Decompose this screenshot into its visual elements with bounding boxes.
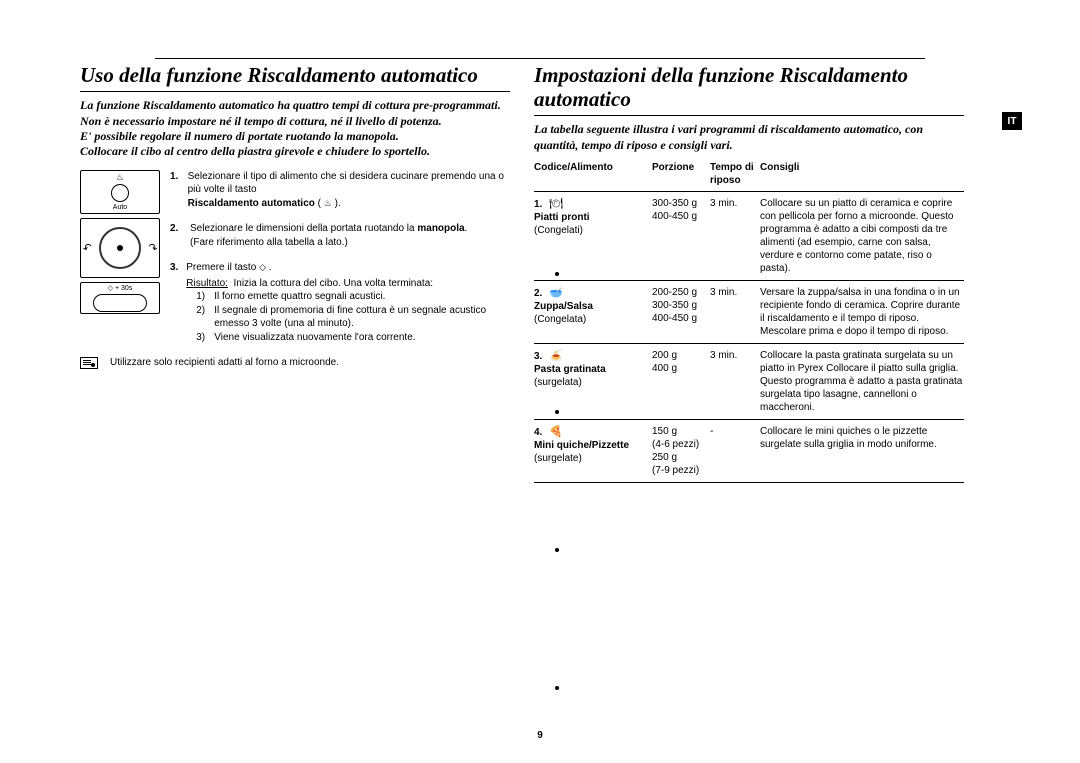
language-tab: IT <box>1002 112 1022 130</box>
left-title-rule <box>80 91 510 92</box>
step-number: 1. <box>170 170 182 211</box>
gratin-icon: 🍝 <box>549 349 563 363</box>
right-title: Impostazioni della funzione Riscaldament… <box>534 63 964 111</box>
row-portion: 200-250 g 300-350 g 400-450 g <box>652 286 710 338</box>
plus30s-label: ◇ + 30s <box>108 284 133 292</box>
intro-line: E' possibile regolare il numero di porta… <box>80 129 510 144</box>
row-time: 3 min. <box>710 349 760 414</box>
row-name: Pasta gratinata <box>534 364 606 375</box>
sub-num: 3) <box>196 331 210 345</box>
sub-text: Il segnale di promemoria di fine cottura… <box>214 304 510 331</box>
pizza-icon: 🍕 <box>549 425 563 439</box>
th-standing-time: Tempo di riposo <box>710 161 760 187</box>
row-time: 3 min. <box>710 197 760 275</box>
decorative-dot <box>555 548 559 552</box>
row-sub: (surgelata) <box>534 377 582 388</box>
row-sub: (Congelata) <box>534 314 586 325</box>
control-panel-illustration: ♨ Auto ↶ ↷ ◇ + 30s <box>80 170 160 370</box>
row-tips: Collocare su un piatto di ceramica e cop… <box>760 197 964 275</box>
row-sub: (surgelate) <box>534 453 582 464</box>
row-num: 3. <box>534 351 542 362</box>
th-portion: Porzione <box>652 161 710 187</box>
step-number: 3. <box>170 261 180 344</box>
intro-line: Collocare il cibo al centro della piastr… <box>80 144 510 159</box>
intro-line: La tabella seguente illustra i vari prog… <box>534 122 964 153</box>
decorative-dot <box>555 272 559 276</box>
plus30s-button-illustration: ◇ + 30s <box>80 282 160 314</box>
plate-icon: 🍽 <box>549 197 563 211</box>
intro-line: La funzione Riscaldamento automatico ha … <box>80 98 510 113</box>
diamond-icon: ◇ <box>259 261 266 273</box>
note-row: Utilizzare solo recipienti adatti al for… <box>80 356 510 370</box>
page-top-rule <box>155 58 925 59</box>
row-name: Mini quiche/Pizzette <box>534 440 629 451</box>
table-row: 2. 🥣 Zuppa/Salsa (Congelata) 200-250 g 3… <box>534 281 964 344</box>
arrow-ccw-icon: ↶ <box>81 240 94 255</box>
intro-line: Non è necessario impostare né il tempo d… <box>80 114 510 129</box>
row-tips: Collocare le mini quiches o le pizzette … <box>760 425 964 477</box>
result-label: Risultato: <box>186 278 228 289</box>
row-portion: 200 g 400 g <box>652 349 710 414</box>
sub-text: Il forno emette quattro segnali acustici… <box>214 290 385 304</box>
decorative-dot <box>555 686 559 690</box>
row-num: 1. <box>534 199 542 210</box>
table-header: Codice/Alimento Porzione Tempo di riposo… <box>534 161 964 192</box>
row-num: 4. <box>534 427 542 438</box>
page-number: 9 <box>537 730 543 741</box>
table-row: 4. 🍕 Mini quiche/Pizzette (surgelate) 15… <box>534 420 964 483</box>
steam-icon: ♨ <box>116 173 124 182</box>
bowl-icon: 🥣 <box>549 286 563 300</box>
step-item: 3. Premere il tasto ◇ . Risultato: Inizi… <box>170 261 510 344</box>
row-name: Zuppa/Salsa <box>534 301 593 312</box>
row-name: Piatti pronti <box>534 212 590 223</box>
note-text: Utilizzare solo recipienti adatti al for… <box>110 356 339 370</box>
knob-illustration: ↶ ↷ <box>80 218 160 278</box>
row-time: 3 min. <box>710 286 760 338</box>
table-row: 3. 🍝 Pasta gratinata (surgelata) 200 g 4… <box>534 344 964 420</box>
th-code-food: Codice/Alimento <box>534 161 652 187</box>
sub-num: 1) <box>196 290 210 304</box>
left-intro: La funzione Riscaldamento automatico ha … <box>80 98 510 159</box>
left-title: Uso della funzione Riscaldamento automat… <box>80 63 510 87</box>
row-num: 2. <box>534 288 542 299</box>
settings-table: Codice/Alimento Porzione Tempo di riposo… <box>534 161 964 483</box>
sub-text: Viene visualizzata nuovamente l'ora corr… <box>214 331 415 345</box>
row-time: - <box>710 425 760 477</box>
row-tips: Versare la zuppa/salsa in una fondina o … <box>760 286 964 338</box>
row-portion: 150 g (4-6 pezzi) 250 g (7-9 pezzi) <box>652 425 710 477</box>
table-row: 1. 🍽 Piatti pronti (Congelati) 300-350 g… <box>534 192 964 281</box>
step-item: 1. Selezionare il tipo di alimento che s… <box>170 170 510 211</box>
step-text: Premere il tasto ◇ . Risultato: Inizia l… <box>186 261 510 344</box>
row-sub: (Congelati) <box>534 225 583 236</box>
left-column: Uso della funzione Riscaldamento automat… <box>80 63 510 483</box>
note-icon <box>80 357 98 369</box>
right-title-rule <box>534 115 964 116</box>
steps-list: 1. Selezionare il tipo di alimento che s… <box>170 170 510 370</box>
arrow-cw-icon: ↷ <box>146 240 159 255</box>
step-text: Selezionare le dimensioni della portata … <box>190 222 467 249</box>
auto-reheat-button-illustration: ♨ Auto <box>80 170 160 214</box>
step-item: 2. Selezionare le dimensioni della porta… <box>170 222 510 249</box>
right-column: Impostazioni della funzione Riscaldament… <box>534 63 964 483</box>
sub-num: 2) <box>196 304 210 331</box>
auto-label: Auto <box>113 204 127 211</box>
decorative-dot <box>555 410 559 414</box>
step-number: 2. <box>170 222 184 249</box>
diamond-icon: ◇ <box>108 285 113 292</box>
row-portion: 300-350 g 400-450 g <box>652 197 710 275</box>
result-text: Inizia la cottura del cibo. Una volta te… <box>234 278 434 289</box>
right-intro: La tabella seguente illustra i vari prog… <box>534 122 964 153</box>
row-tips: Collocare la pasta gratinata surgelata s… <box>760 349 964 414</box>
step-text: Selezionare il tipo di alimento che si d… <box>188 170 510 211</box>
steam-icon: ♨ <box>324 197 332 209</box>
th-tips: Consigli <box>760 161 964 187</box>
